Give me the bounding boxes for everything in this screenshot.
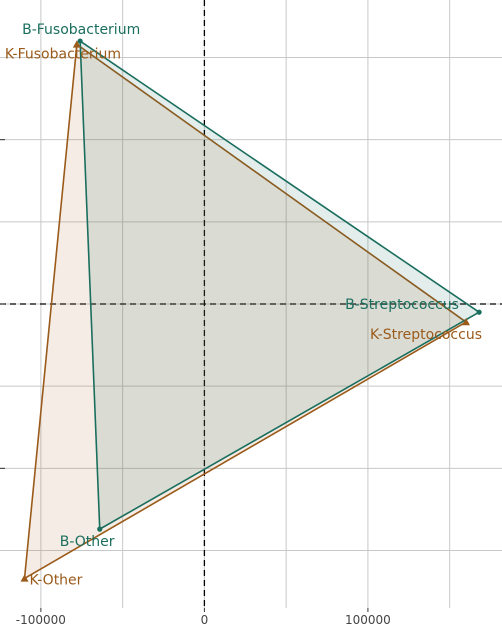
point-label-k-other: K-Other [30,572,83,588]
point-label-b-fusobacterium: B-Fusobacterium [22,22,140,38]
points [20,38,482,582]
x-tick-label: -100000 [16,613,66,626]
point-label-k-streptococcus: K-Streptococcus [370,327,482,343]
x-tick-label: 100000 [345,613,391,626]
x-tick-label: 0 [201,613,209,626]
series-b-polygon [79,40,480,530]
point-marker-k-streptococcus [462,318,471,326]
axis-ticks: -100000 0 100000 [0,139,391,626]
series-k-polygon [23,43,467,580]
point-marker-b-other [97,526,103,532]
point-labels: B-Fusobacterium B-Streptococcus B-Other K-F… [5,22,482,588]
point-marker-k-fusobacterium [72,40,81,48]
point-label-b-other: B-Other [60,534,115,550]
point-marker-k-other [20,574,29,582]
point-label-k-fusobacterium: K-Fusobacterium [5,46,121,62]
point-marker-b-fusobacterium [77,38,83,44]
zero-lines [0,0,502,608]
point-label-b-streptococcus: B-Streptococcus [345,297,459,313]
polygons [23,40,480,580]
point-marker-b-streptococcus [476,309,482,315]
